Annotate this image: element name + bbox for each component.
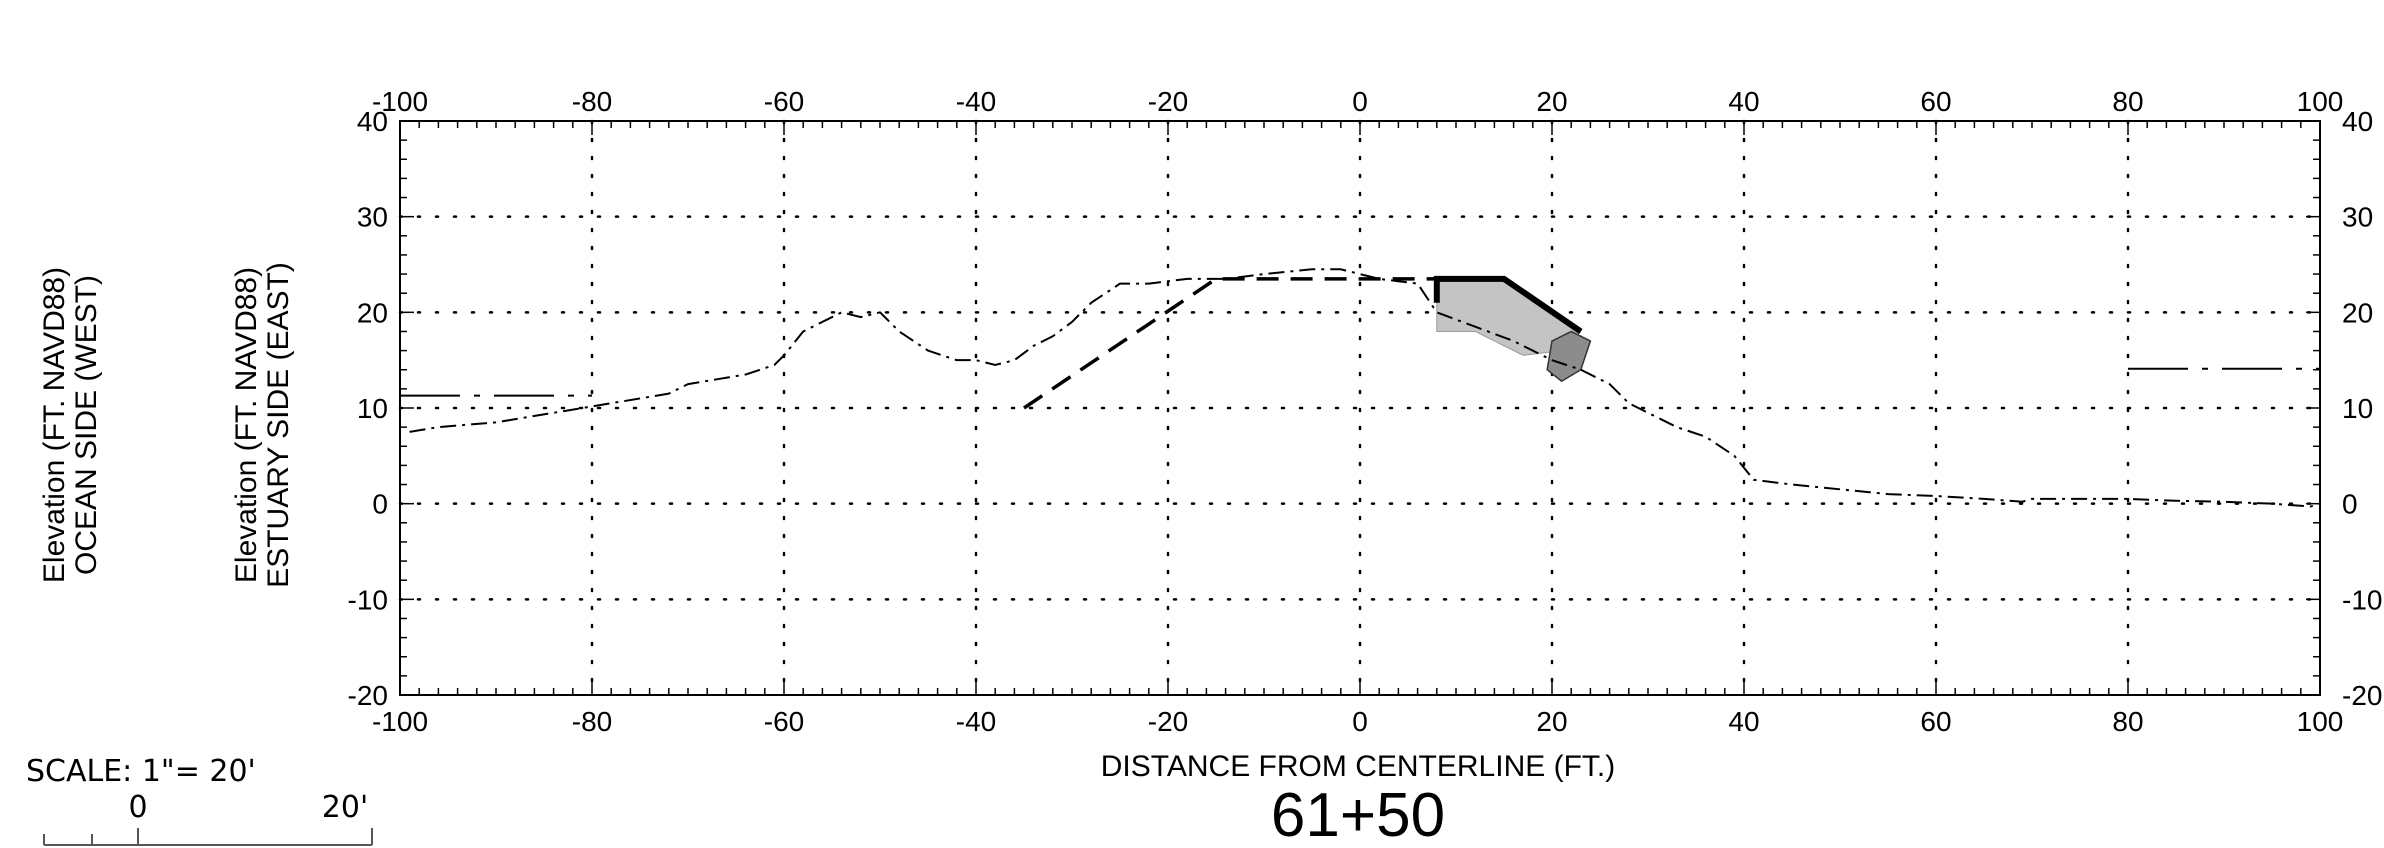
x-tick-label-top: 20 [1536,86,1567,117]
y-axis-title-ocean: Elevation (FT. NAVD88) OCEAN SIDE (WEST) [38,267,103,583]
x-tick-label-top: 0 [1352,86,1368,117]
scale-label: SCALE: 1"= 20' [26,754,256,789]
y-tick-label-right: 20 [2342,297,2373,328]
y-axis-title-estuary: Elevation (FT. NAVD88) ESTUARY SIDE (EAS… [230,262,295,588]
y-tick-label-left: -10 [348,584,388,615]
x-tick-label-top: -80 [572,86,612,117]
y-tick-label-right: 10 [2342,393,2373,424]
y-tick-label-left: 20 [357,297,388,328]
x-tick-label-bottom: 100 [2297,706,2344,737]
x-tick-label-top: 40 [1728,86,1759,117]
x-axis-title: DISTANCE FROM CENTERLINE (FT.) [1101,750,1615,783]
ticks-layer [399,120,2321,696]
structure-layer [1433,275,1592,383]
scale-end-label: 20' [322,790,368,825]
series-line [1023,277,1437,410]
x-tick-label-bottom: -20 [1148,706,1188,737]
x-tick-label-bottom: 0 [1352,706,1368,737]
scale-bar: SCALE: 1"= 20' 0 20' [26,754,373,846]
x-tick-label-top: 60 [1920,86,1951,117]
y-axis-title-estuary-line2: ESTUARY SIDE (EAST) [262,262,295,588]
x-tick-label-top: 100 [2297,86,2344,117]
x-tick-label-bottom: -100 [372,706,428,737]
structure-fill-dark [1546,330,1592,383]
series-layer [400,268,2321,508]
station-label: 61+50 [1271,781,1445,848]
x-tick-label-bottom: 40 [1728,706,1759,737]
y-tick-label-left: 0 [372,489,388,520]
x-tick-label-top: -60 [764,86,804,117]
y-tick-label-left: 10 [357,393,388,424]
x-tick-label-top: 80 [2112,86,2143,117]
y-axis-title-estuary-line1: Elevation (FT. NAVD88) [230,267,263,583]
y-tick-label-right: 0 [2342,489,2358,520]
scale-zero-label: 0 [128,790,147,825]
y-tick-label-right: 30 [2342,202,2373,233]
grid [398,119,2322,697]
x-tick-label-bottom: 60 [1920,706,1951,737]
x-tick-label-bottom: -60 [764,706,804,737]
y-axis-title-ocean-line1: Elevation (FT. NAVD88) [38,267,71,583]
y-tick-label-right: -10 [2342,584,2382,615]
structure-crest-outline [1433,275,1583,334]
x-tick-label-bottom: -40 [956,706,996,737]
y-tick-label-right: -20 [2342,680,2382,711]
x-tick-label-bottom: 20 [1536,706,1567,737]
y-tick-label-left: 30 [357,202,388,233]
x-tick-label-bottom: -80 [572,706,612,737]
tick-labels-layer: -100-100-80-80-60-60-40-40-20-2000202040… [348,86,2383,737]
x-tick-label-top: -40 [956,86,996,117]
y-tick-label-right: 40 [2342,106,2373,137]
x-tick-label-top: -100 [372,86,428,117]
y-tick-label-left: -20 [348,680,388,711]
y-tick-label-left: 40 [357,106,388,137]
series-line [409,268,2321,508]
x-tick-label-bottom: 80 [2112,706,2143,737]
y-axis-title-ocean-line2: OCEAN SIDE (WEST) [70,275,103,575]
x-tick-label-top: -20 [1148,86,1188,117]
